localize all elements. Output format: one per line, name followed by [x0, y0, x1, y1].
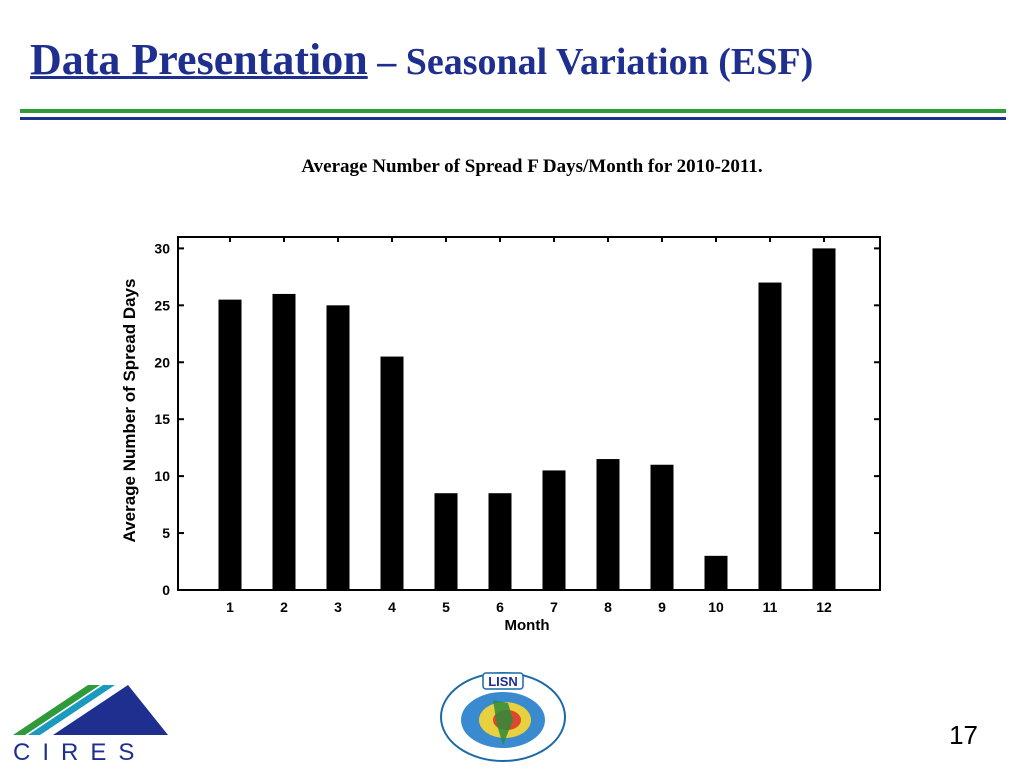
bar-month-2: [272, 293, 296, 590]
x-tick-label: 8: [604, 599, 612, 615]
y-tick-label: 30: [154, 240, 170, 256]
plot-frame: [177, 236, 881, 591]
x-axis-label: Month: [505, 617, 550, 634]
title-main: Data Presentation: [30, 35, 368, 84]
bar-month-12: [812, 248, 836, 591]
y-tick-label: 5: [162, 525, 170, 541]
bar-month-5: [434, 493, 458, 590]
bar-month-3: [326, 305, 350, 590]
x-tick-label: 11: [763, 599, 778, 615]
bar-month-7: [542, 470, 566, 590]
bar-month-11: [758, 282, 782, 590]
y-tick-label: 15: [154, 411, 170, 427]
svg-text:CIRES: CIRES: [13, 739, 146, 765]
y-tick-label: 20: [154, 354, 170, 370]
x-tick-label: 4: [388, 599, 396, 615]
bar-month-10: [704, 555, 728, 590]
x-tick-label: 7: [550, 599, 558, 615]
cires-logo: CIRES: [8, 680, 178, 770]
x-tick-label: 3: [334, 599, 342, 615]
title-sub: – Seasonal Variation (ESF): [367, 41, 814, 83]
x-tick-label: 12: [816, 599, 832, 615]
chart-title: Average Number of Spread F Days/Month fo…: [301, 156, 763, 177]
x-tick-label: 10: [708, 599, 724, 615]
x-tick-label: 5: [442, 599, 450, 615]
bar-month-1: [218, 299, 242, 590]
x-tick-label: 6: [496, 599, 504, 615]
bar-month-8: [596, 459, 620, 590]
svg-text:LISN: LISN: [488, 674, 518, 689]
y-tick-label: 0: [162, 582, 170, 598]
x-tick-label: 2: [280, 599, 288, 615]
x-tick-label: 1: [226, 599, 234, 615]
lisn-logo: LISN: [433, 665, 573, 770]
divider-blue: [20, 117, 1006, 120]
bar-month-9: [650, 464, 674, 590]
bar-month-6: [488, 493, 512, 590]
bar-month-4: [380, 356, 404, 590]
slide-number: 17: [949, 720, 978, 750]
y-axis-label: Average Number of Spread Days: [120, 279, 139, 543]
divider-green: [20, 109, 1006, 113]
page-title: Data Presentation – Seasonal Variation (…: [30, 34, 813, 85]
x-tick-label: 9: [658, 599, 666, 615]
y-tick-label: 25: [154, 297, 170, 313]
y-tick-label: 10: [154, 468, 170, 484]
